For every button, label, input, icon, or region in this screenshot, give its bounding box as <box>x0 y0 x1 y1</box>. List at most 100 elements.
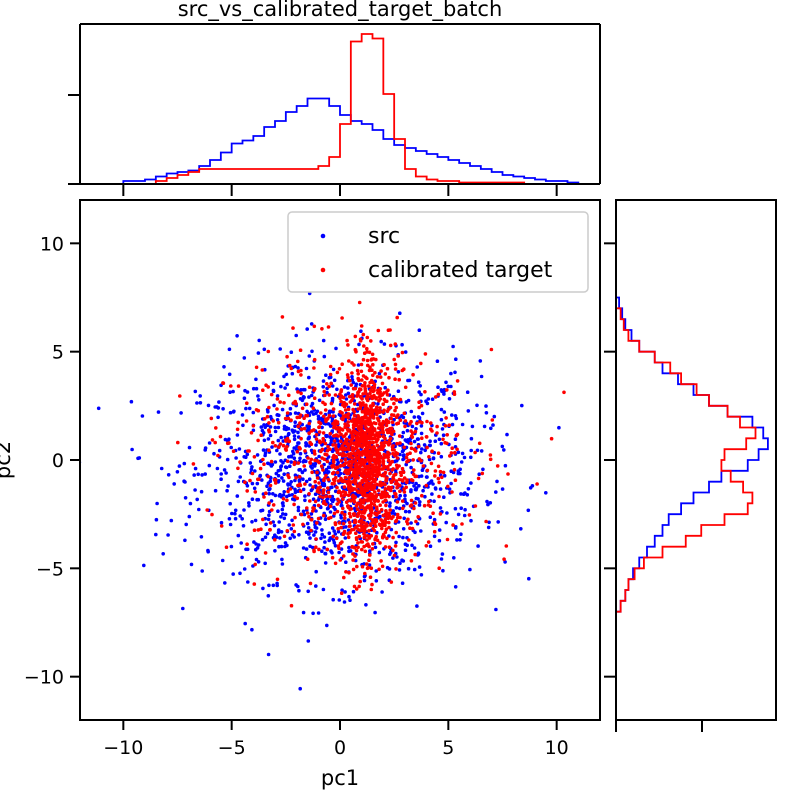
scatter-point <box>188 501 193 506</box>
scatter-point <box>309 464 313 469</box>
scatter-point <box>339 388 344 392</box>
scatter-point <box>303 494 307 498</box>
scatter-point <box>459 506 464 511</box>
scatter-point <box>371 526 375 531</box>
scatter-point <box>361 501 366 505</box>
scatter-point <box>351 567 356 572</box>
scatter-point <box>280 557 284 562</box>
scatter-point <box>335 470 340 475</box>
scatter-point <box>427 499 431 504</box>
scatter-point <box>340 588 344 592</box>
scatter-point <box>446 384 451 389</box>
scatter-point <box>368 427 372 432</box>
scatter-point <box>235 494 240 498</box>
scatter-point <box>371 401 375 406</box>
scatter-point <box>334 421 339 425</box>
scatter-point <box>449 451 454 455</box>
scatter-point <box>327 375 332 380</box>
scatter-point <box>309 448 314 453</box>
scatter-point <box>290 518 294 523</box>
scatter-point <box>394 479 399 483</box>
scatter-point <box>353 451 358 456</box>
scatter-point <box>350 447 355 452</box>
scatter-point <box>283 512 288 517</box>
scatter-point <box>390 430 394 434</box>
scatter-point <box>451 523 455 527</box>
scatter-point <box>341 506 345 511</box>
scatter-point <box>315 476 320 480</box>
scatter-point <box>484 519 488 524</box>
scatter-point <box>304 366 309 371</box>
scatter-point <box>349 419 354 423</box>
scatter-point <box>276 509 280 513</box>
scatter-point <box>359 387 363 392</box>
scatter-point <box>322 488 326 492</box>
scatter-point <box>273 425 278 430</box>
scatter-point <box>396 370 401 374</box>
scatter-point <box>346 343 350 347</box>
scatter-point <box>382 452 387 457</box>
scatter-point <box>436 464 441 469</box>
scatter-point <box>301 509 306 514</box>
scatter-point <box>339 525 343 530</box>
scatter-point <box>341 497 345 501</box>
scatter-point <box>344 397 349 401</box>
scatter-point <box>361 488 366 493</box>
scatter-point <box>502 557 506 561</box>
scatter-point <box>394 530 399 535</box>
scatter-point <box>291 497 295 501</box>
scatter-point <box>317 454 321 459</box>
scatter-point <box>309 512 314 516</box>
scatter-point <box>293 487 297 492</box>
scatter-point <box>267 428 271 433</box>
scatter-point <box>411 458 416 462</box>
scatter-point <box>336 490 341 495</box>
scatter-point <box>368 388 373 393</box>
scatter-point <box>363 413 368 418</box>
scatter-point <box>276 530 281 535</box>
scatter-point <box>395 485 399 490</box>
scatter-point <box>334 536 339 541</box>
scatter-point <box>216 415 220 420</box>
scatter-point <box>353 476 358 480</box>
scatter-point <box>401 470 405 474</box>
scatter-point <box>326 486 330 490</box>
scatter-point <box>285 498 289 503</box>
scatter-point <box>356 449 361 454</box>
scatter-point <box>390 420 395 425</box>
scatter-point <box>375 375 380 379</box>
scatter-point <box>315 521 319 525</box>
scatter-point <box>155 501 159 506</box>
scatter-point <box>259 433 264 438</box>
scatter-point <box>373 610 377 615</box>
scatter-point <box>140 414 145 418</box>
scatter-point <box>373 545 378 550</box>
scatter-point <box>183 496 188 500</box>
scatter-point <box>276 425 281 430</box>
scatter-point <box>520 403 524 408</box>
scatter-point <box>353 334 358 339</box>
scatter-point <box>412 567 417 572</box>
scatter-point <box>374 569 379 573</box>
scatter-point <box>439 388 444 392</box>
scatter-point <box>349 499 353 503</box>
scatter-point <box>318 485 322 490</box>
scatter-point <box>330 465 335 469</box>
scatter-point <box>450 446 455 451</box>
scatter-point <box>294 333 299 338</box>
scatter-point <box>351 558 355 562</box>
scatter-point <box>266 349 271 354</box>
scatter-point <box>309 528 313 533</box>
scatter-point <box>433 439 438 444</box>
scatter-point <box>455 538 459 542</box>
scatter-point <box>313 492 318 497</box>
scatter-point <box>308 499 312 503</box>
scatter-point <box>394 398 398 402</box>
scatter-point <box>351 423 356 427</box>
scatter-point <box>295 449 300 454</box>
scatter-point <box>245 547 250 552</box>
scatter-point <box>392 448 396 452</box>
scatter-point <box>364 603 368 607</box>
scatter-point <box>378 392 382 397</box>
scatter-point <box>328 461 332 466</box>
